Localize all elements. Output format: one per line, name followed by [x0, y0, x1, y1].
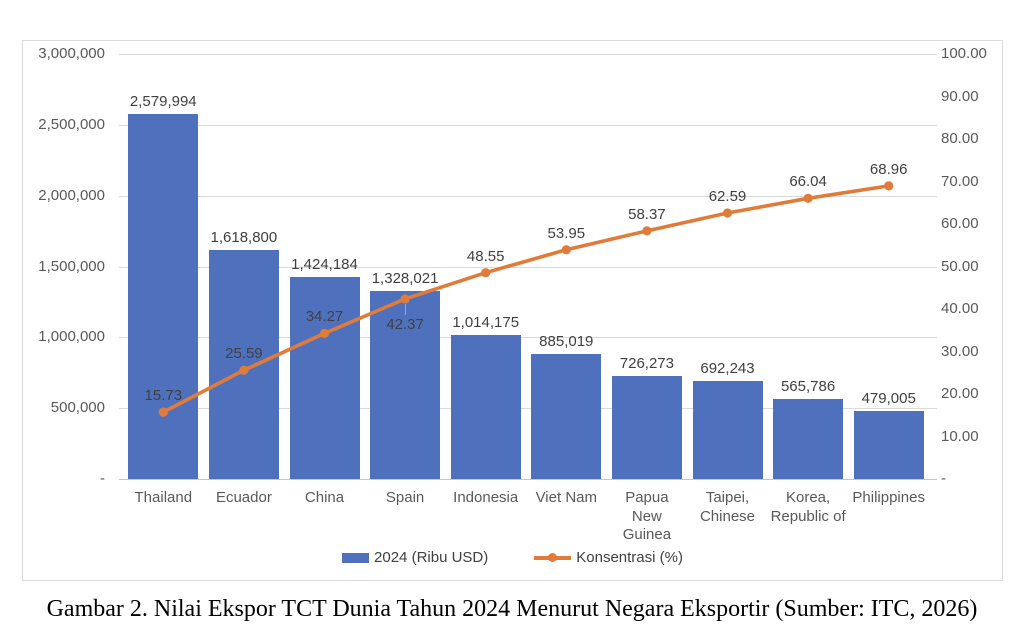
gridline — [119, 337, 937, 339]
line-marker-philippines — [884, 181, 894, 191]
gridline — [119, 266, 937, 268]
bar-thailand — [128, 113, 199, 479]
line-marker-korea-republic-of — [803, 193, 813, 203]
gridline — [119, 408, 937, 410]
y-axis-right-tick: 50.00 — [941, 257, 979, 275]
line-value-label-china: 34.27 — [305, 308, 344, 326]
x-axis-label-ecuador: Ecuador — [215, 489, 272, 506]
line-value-label-indonesia: 48.55 — [466, 247, 505, 265]
line-marker-ecuador — [239, 365, 249, 375]
bar-korea-republic-of — [773, 398, 844, 479]
line-marker-papua-new-guinea — [642, 226, 652, 236]
bar-taipei-chinese — [692, 380, 763, 479]
y-axis-left-tick: 500,000 — [50, 399, 105, 417]
bar-value-label-philippines: 479,005 — [861, 390, 916, 408]
legend-item-2024-ribu-usd: 2024 (Ribu USD) — [342, 549, 488, 566]
bar-value-label-thailand: 2,579,994 — [129, 92, 197, 110]
bar-value-label-taipei-chinese: 692,243 — [700, 359, 755, 377]
line-value-label-taipei-chinese: 62.59 — [708, 188, 747, 205]
y-axis-right-tick: 80.00 — [941, 130, 979, 147]
bar-value-label-indonesia: 1,014,175 — [452, 314, 520, 332]
y-axis-right-tick: 10.00 — [941, 427, 979, 445]
line-value-label-ecuador: 25.59 — [225, 345, 263, 363]
chart-legend: 2024 (Ribu USD) Konsentrasi (%) — [23, 549, 1002, 566]
bar-value-label-viet-nam: 885,019 — [539, 332, 594, 350]
line-value-label-spain: 42.37 — [386, 315, 424, 333]
bar-value-label-china: 1,424,184 — [291, 256, 358, 274]
legend-label: Konsentrasi (%) — [576, 549, 683, 566]
y-axis-left-tick: 1,500,000 — [38, 257, 105, 275]
bar-china — [289, 277, 360, 479]
x-axis-label-indonesia: Indonesia — [453, 489, 519, 506]
gridline — [119, 195, 937, 197]
line-marker-indonesia — [481, 268, 491, 278]
y-axis-right-tick: 30.00 — [941, 342, 979, 360]
x-axis-line — [119, 479, 937, 480]
bar-viet-nam — [531, 353, 602, 479]
y-axis-left-tick: - — [100, 470, 105, 487]
line-marker-taipei-chinese — [722, 208, 733, 218]
x-axis-label-thailand: Thailand — [134, 489, 193, 506]
gridline — [119, 124, 937, 126]
line-value-label-viet-nam: 53.95 — [547, 224, 586, 242]
gridline — [119, 54, 937, 55]
bar-spain — [370, 290, 441, 479]
bar-value-label-ecuador: 1,618,800 — [210, 228, 278, 246]
line-value-label-philippines: 68.96 — [869, 160, 908, 178]
line-marker-viet-nam — [561, 245, 571, 255]
legend-line-marker-icon — [534, 552, 572, 563]
line-value-label-papua-new-guinea: 58.37 — [628, 205, 666, 223]
x-axis-label-taipei-chinese: Taipei, Chinese — [699, 489, 756, 525]
legend-line-dot — [548, 553, 558, 562]
line-marker-spain — [400, 294, 410, 304]
line-marker-thailand — [158, 407, 168, 417]
y-axis-right-tick: - — [941, 470, 946, 487]
bar-value-label-korea-republic-of: 565,786 — [780, 377, 836, 395]
line-marker-china — [319, 328, 330, 338]
concentration-line-series — [158, 181, 894, 417]
x-axis-label-spain: Spain — [385, 489, 425, 506]
concentration-line — [162, 184, 889, 414]
x-axis-label-viet-nam: Viet Nam — [535, 489, 597, 506]
label-leader-line — [404, 303, 406, 315]
y-axis-right-tick: 70.00 — [941, 172, 979, 190]
legend-item-konsentrasi: Konsentrasi (%) — [534, 549, 683, 566]
bar-value-label-papua-new-guinea: 726,273 — [619, 355, 674, 373]
chart-figure: 2024 (Ribu USD) Konsentrasi (%) 3,000,000… — [22, 40, 1003, 581]
bar-papua-new-guinea — [611, 376, 682, 479]
x-axis-label-papua-new-guinea: Papua New Guinea — [622, 489, 672, 543]
y-axis-left-tick: 2,000,000 — [38, 186, 105, 204]
figure-caption: Gambar 2. Nilai Ekspor TCT Dunia Tahun 2… — [46, 596, 978, 622]
y-axis-left-tick: 3,000,000 — [38, 45, 105, 62]
y-axis-left-tick: 2,500,000 — [38, 115, 105, 133]
legend-bar-swatch-icon — [342, 552, 370, 563]
line-value-label-korea-republic-of: 66.04 — [789, 173, 827, 191]
y-axis-right-tick: 100.00 — [941, 45, 987, 62]
x-axis-label-korea-republic-of: Korea, Republic of — [770, 489, 846, 525]
y-axis-right-tick: 40.00 — [941, 300, 979, 317]
y-axis-right-tick: 60.00 — [941, 215, 979, 232]
bar-philippines — [853, 411, 924, 479]
y-axis-left-tick: 1,000,000 — [38, 328, 105, 346]
bar-ecuador — [208, 249, 279, 479]
bar-indonesia — [450, 335, 521, 479]
x-axis-label-china: China — [304, 489, 345, 506]
line-value-label-thailand: 15.73 — [144, 387, 183, 405]
legend-label: 2024 (Ribu USD) — [374, 549, 489, 566]
y-axis-right-tick: 90.00 — [941, 87, 979, 105]
y-axis-right-tick: 20.00 — [941, 385, 979, 402]
bar-value-label-spain: 1,328,021 — [371, 269, 439, 287]
x-axis-label-philippines: Philippines — [852, 489, 925, 506]
